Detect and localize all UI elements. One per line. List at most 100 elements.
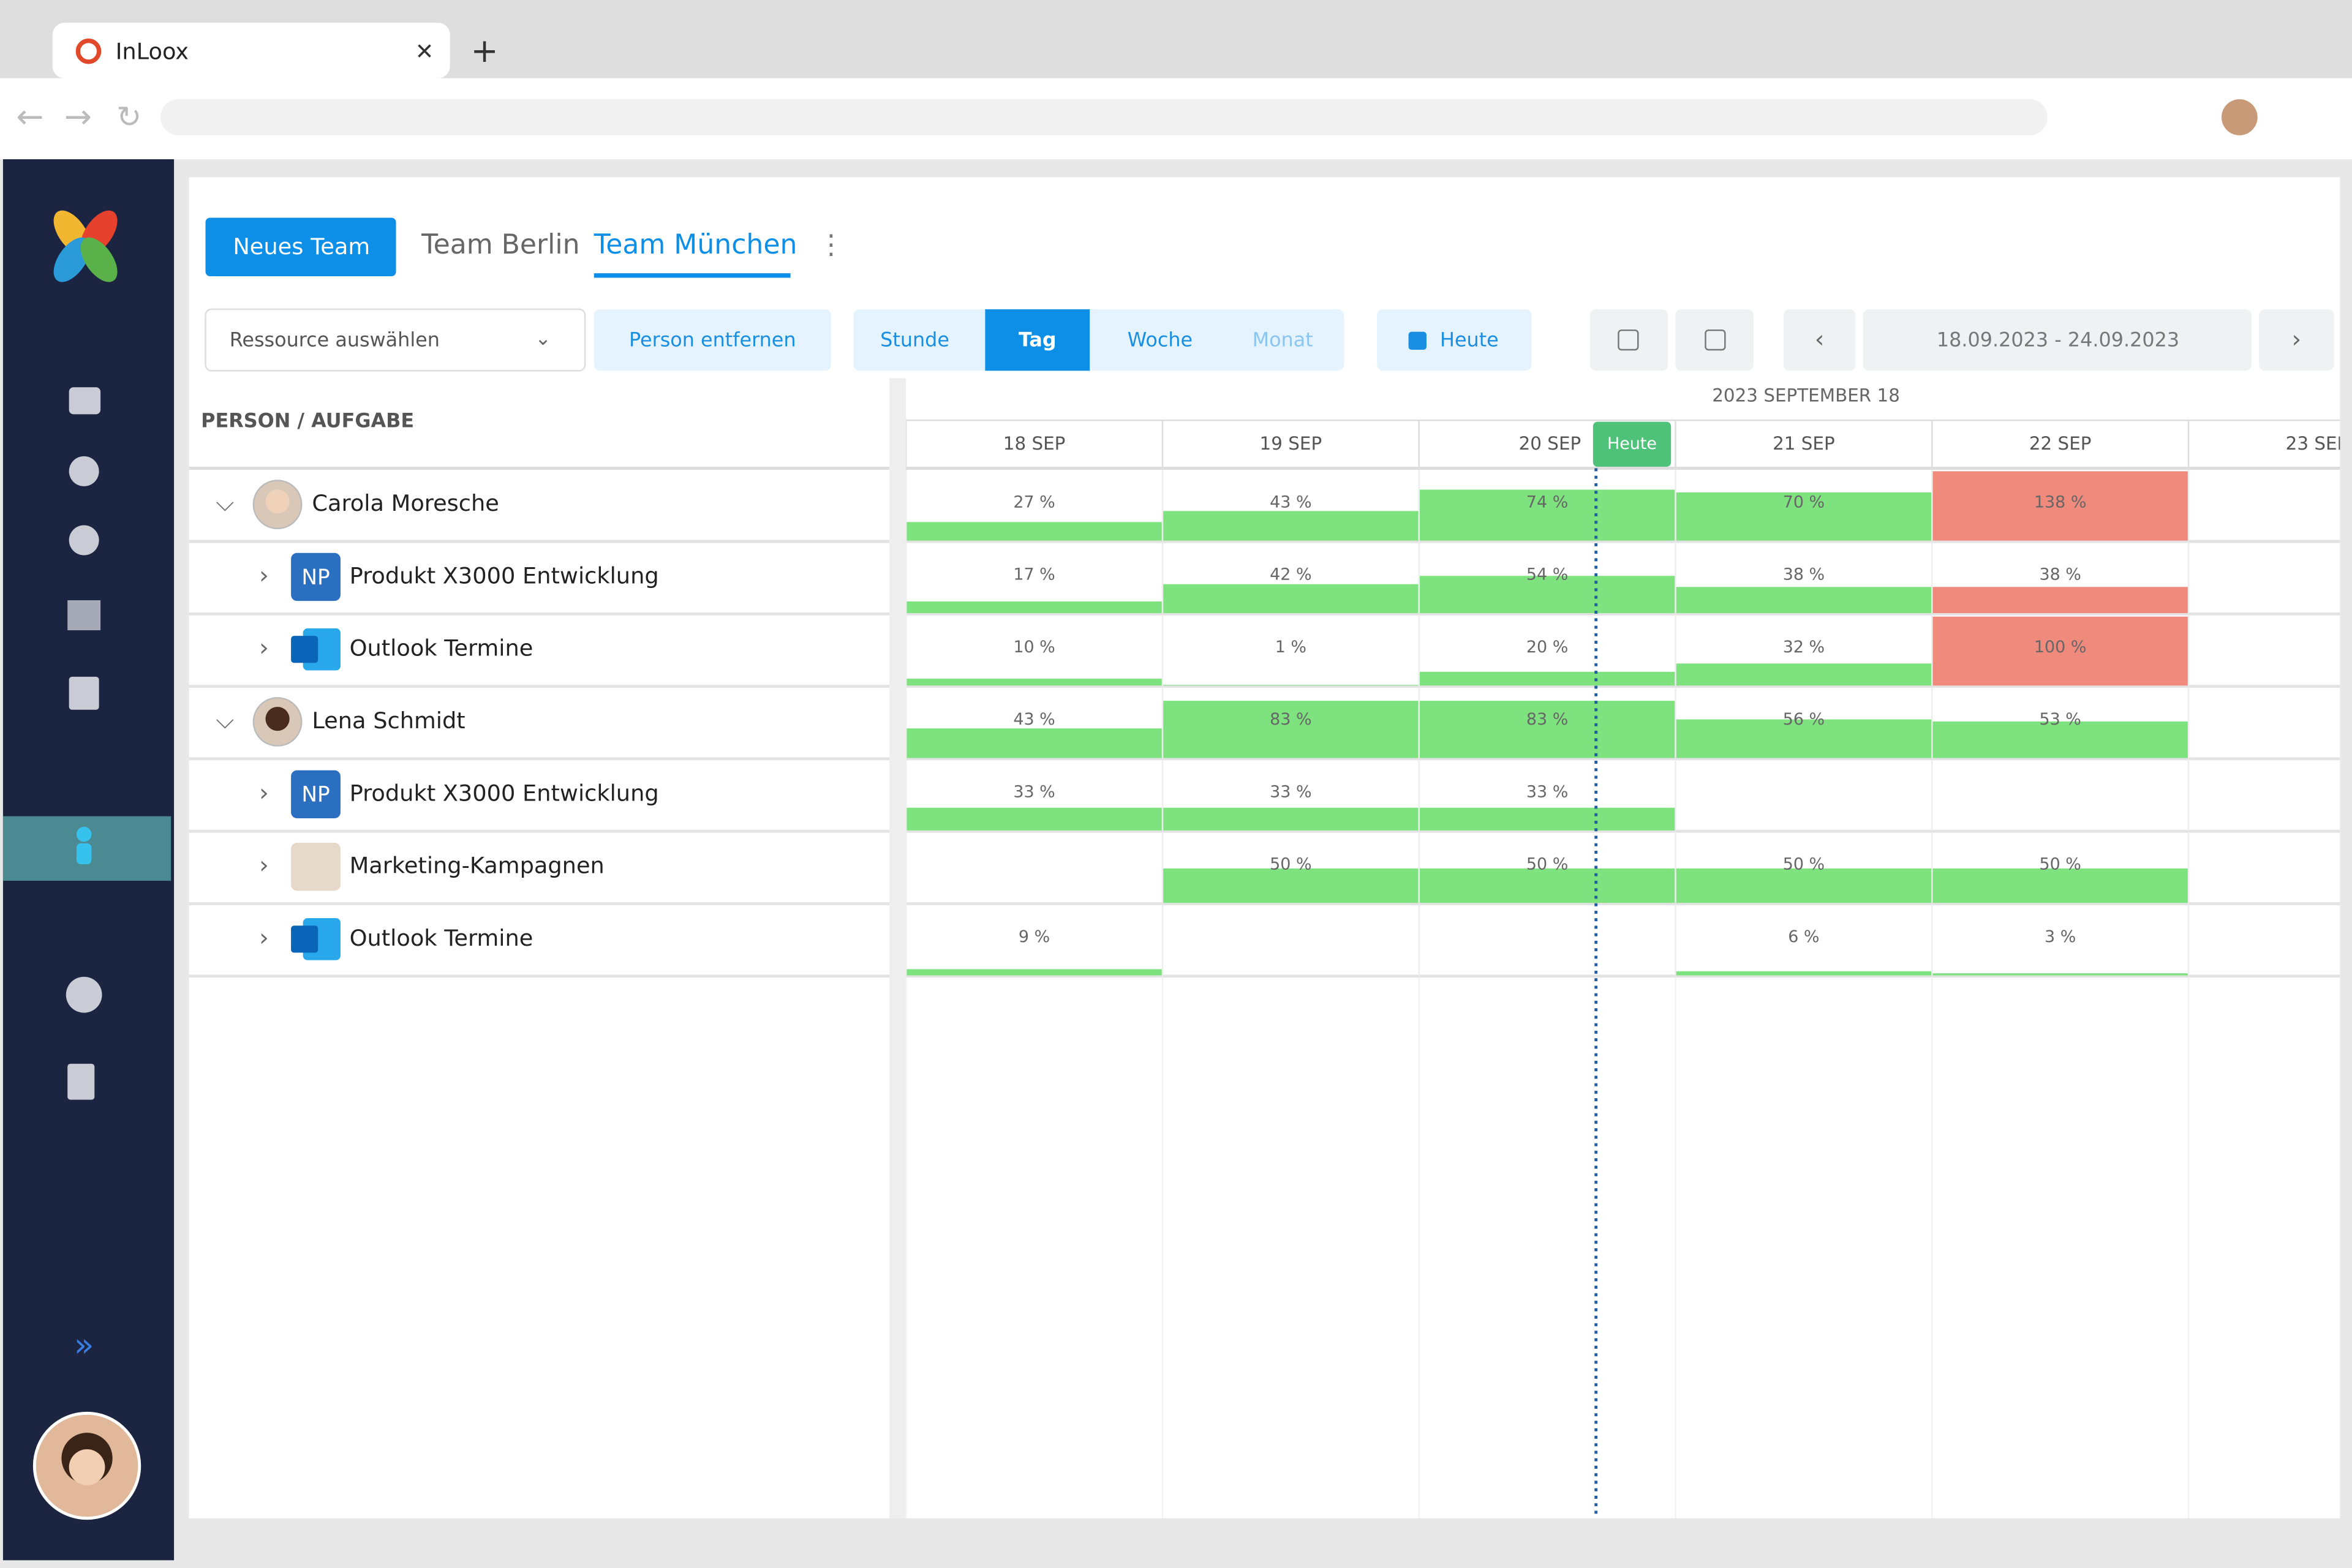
period-header: 2023 SEPTEMBER 18 (1712, 385, 1900, 405)
view-option[interactable]: Tag (1019, 328, 1057, 351)
load-bar (906, 601, 1163, 614)
resource-select[interactable] (205, 308, 586, 372)
prev-period[interactable] (1783, 309, 1856, 371)
expand-toggle[interactable]: › (259, 562, 269, 589)
nav-projects[interactable] (69, 387, 101, 415)
today-button[interactable] (1377, 309, 1532, 371)
nav-tasks[interactable] (69, 456, 99, 486)
nav-time[interactable] (69, 525, 99, 556)
day-label: 23 SEP (2286, 433, 2348, 454)
load-bar (906, 807, 1163, 831)
expand-toggle[interactable]: › (259, 852, 269, 880)
nav-contacts[interactable] (69, 676, 99, 710)
load-bar (1932, 973, 2189, 976)
expand-toggle[interactable]: ⌵ (216, 489, 234, 517)
tab-close[interactable]: ✕ (415, 39, 434, 65)
task-image (291, 842, 341, 891)
row-name: Carola Moresche (312, 490, 499, 516)
calendar-icon (1408, 331, 1427, 350)
next-period[interactable] (2259, 309, 2334, 371)
load-bar (1932, 616, 2189, 686)
new-tab[interactable]: + (470, 31, 498, 70)
load-label: 50 % (1526, 855, 1568, 874)
bar-group (906, 471, 2189, 541)
row-name: Marketing-Kampagnen (350, 853, 605, 879)
tab-icon (75, 38, 102, 64)
row: › Outlook Termine 9 % 6 % 3 % (189, 904, 2340, 978)
team-tab[interactable]: Team Berlin (421, 229, 579, 260)
view-option[interactable]: Woche (1128, 328, 1193, 351)
row-name: Produkt X3000 Entwicklung (350, 562, 659, 589)
main-panel (189, 177, 2340, 1518)
remove-person-button[interactable] (594, 309, 831, 371)
person-avatar-face (265, 707, 290, 731)
date-range-box (1863, 309, 2252, 371)
expand[interactable]: » (74, 1325, 94, 1364)
load-label: 83 % (1270, 710, 1311, 729)
day-label: 18 SEP (1003, 433, 1066, 454)
view-option[interactable]: Monat (1253, 328, 1313, 351)
nav-resources-icon (76, 826, 92, 842)
tab-title: InLoox (116, 39, 189, 65)
reload[interactable]: ↻ (116, 99, 141, 134)
day-label: 22 SEP (2029, 433, 2092, 454)
outlook-icon-front (291, 636, 318, 663)
load-label: 42 % (1270, 565, 1311, 584)
load-label: 100 % (2034, 638, 2087, 657)
zoom-in[interactable] (1675, 309, 1754, 371)
load-bar (1932, 587, 2189, 614)
bar-group (1162, 868, 2189, 903)
nav-reports[interactable] (66, 976, 102, 1013)
nav-info[interactable] (67, 1063, 95, 1100)
address-bar[interactable] (160, 99, 2048, 135)
dropdown-arrow: ⌄ (535, 326, 551, 350)
tab-menu[interactable]: ⋮ (818, 229, 845, 260)
expand-toggle[interactable]: › (259, 779, 269, 807)
back[interactable]: ← (16, 97, 43, 136)
row-name: Outlook Termine (350, 925, 533, 951)
resource-placeholder: Ressource auswählen (230, 328, 440, 351)
expand-toggle[interactable]: › (259, 635, 269, 662)
load-label: 38 % (1783, 565, 1825, 584)
load-bar (1675, 587, 1932, 614)
nav-sync[interactable] (67, 600, 101, 630)
load-bar (1162, 807, 1419, 831)
new-team-button[interactable] (205, 217, 396, 277)
profile[interactable] (2221, 99, 2258, 135)
today-button-label: Heute (1440, 328, 1499, 351)
next-arrow: › (2292, 326, 2302, 353)
load-label: 50 % (1783, 855, 1825, 874)
today-badge-label: Heute (1607, 434, 1657, 453)
load-bar (1419, 489, 1676, 541)
bar-group (906, 807, 1676, 831)
new-team-label: Neues Team (233, 233, 370, 260)
load-bar (1162, 701, 1419, 758)
row: › Marketing-Kampagnen 50 % 50 % 50 % 50 % (189, 832, 2340, 905)
team-tab[interactable]: Team München (594, 229, 797, 260)
active-tab-underline (594, 273, 791, 278)
row: ⌵ Carola Moresche 27 % 43 % 74 % 70 % 138 % (189, 469, 2340, 543)
load-bar (1419, 868, 1676, 903)
load-label: 27 % (1013, 492, 1055, 511)
load-label: 3 % (2045, 927, 2076, 946)
splitter[interactable] (889, 378, 907, 1518)
browser-tab[interactable] (52, 23, 450, 78)
view-option[interactable]: Stunde (880, 328, 949, 351)
load-bar (906, 728, 1163, 758)
load-bar (906, 522, 1163, 541)
person-avatar-face (265, 489, 290, 514)
date-range: 18.09.2023 - 24.09.2023 (1937, 328, 2179, 351)
zoom-out[interactable] (1589, 309, 1668, 371)
expand-toggle[interactable]: ⌵ (216, 707, 234, 734)
load-label: 1 % (1275, 638, 1306, 657)
user-avatar-face (69, 1449, 105, 1485)
project-badge-text: NP (301, 783, 330, 807)
load-bar (1419, 671, 1676, 686)
load-bar (1932, 471, 2189, 541)
day-label: 20 SEP (1519, 433, 1581, 454)
project-badge (291, 770, 341, 818)
load-bar (906, 969, 1163, 976)
expand-toggle[interactable]: › (259, 924, 269, 952)
forward[interactable]: → (64, 97, 92, 136)
